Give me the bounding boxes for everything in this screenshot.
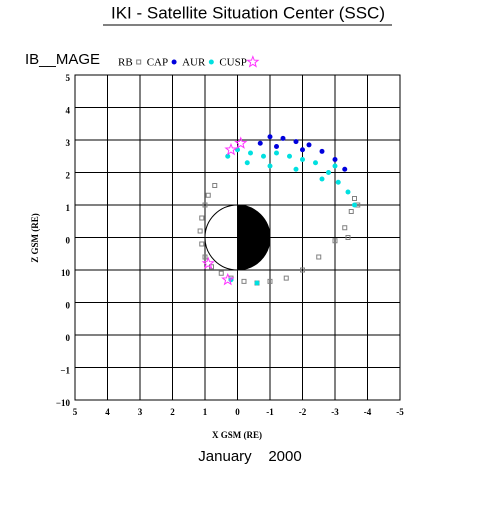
data-point (205, 192, 211, 198)
data-point (316, 254, 322, 260)
data-point (313, 160, 318, 166)
y-tick-label: 2 (66, 171, 71, 181)
x-tick-label: 5 (73, 407, 78, 417)
data-point (345, 189, 351, 195)
data-point (332, 238, 338, 244)
data-point (332, 163, 338, 169)
x-tick-label: -5 (396, 407, 404, 417)
data-point (300, 267, 305, 273)
data-point (224, 142, 238, 156)
data-point (283, 275, 289, 281)
data-point (319, 148, 325, 154)
y-tick-label: 0 (66, 333, 71, 343)
data-point (218, 270, 224, 276)
y-tick-label: 4 (66, 106, 71, 116)
data-point (293, 166, 299, 172)
x-axis-label: X GSM (RE) (212, 430, 262, 440)
data-point (201, 256, 215, 270)
data-point (348, 209, 354, 214)
y-tick-label: 3 (66, 138, 71, 148)
data-point (199, 215, 205, 221)
data-point (300, 147, 305, 153)
x-tick-label: -3 (331, 407, 339, 417)
data-point (280, 135, 286, 141)
subtitle: IB__MAGE (25, 51, 100, 68)
data-point (300, 157, 305, 162)
data-point (261, 153, 266, 159)
data-point (199, 241, 205, 247)
data-point (326, 170, 331, 175)
y-tick-label: 10 (61, 268, 71, 278)
y-tick-label: 0 (66, 236, 71, 246)
data-point (274, 144, 279, 149)
data-point (212, 183, 218, 188)
data-point (234, 136, 248, 149)
data-point (287, 153, 292, 159)
legend-marker (171, 59, 177, 65)
data-point (241, 278, 247, 284)
data-point (221, 272, 235, 286)
y-tick-label: −1 (60, 366, 70, 376)
data-point (267, 134, 273, 140)
data-point (352, 196, 357, 201)
data-point (274, 150, 279, 156)
data-point (225, 153, 231, 159)
data-point (254, 280, 260, 286)
data-point (342, 225, 348, 231)
data-point (248, 150, 253, 156)
data-point (352, 202, 357, 208)
x-tick-label: -4 (364, 407, 372, 417)
x-tick-label: 3 (138, 407, 143, 417)
x-tick-label: 1 (203, 407, 208, 417)
footer: January 2000 (198, 448, 301, 465)
data-point (202, 254, 208, 260)
x-tick-label: 2 (170, 407, 175, 417)
y-tick-label: −10 (56, 398, 71, 408)
data-point (332, 157, 338, 162)
data-point (202, 202, 208, 208)
legend-label: CUSP (219, 57, 247, 69)
data-point (267, 278, 273, 284)
data-point (306, 142, 312, 148)
y-tick-label: 1 (66, 203, 71, 213)
legend-marker (136, 59, 142, 65)
legend-marker (208, 59, 214, 65)
data-point (244, 160, 250, 166)
data-point (267, 163, 273, 169)
legend-marker (246, 55, 260, 68)
data-point (197, 228, 203, 234)
data-point (342, 166, 348, 172)
x-tick-label: -1 (266, 407, 274, 417)
x-tick-label: 4 (105, 407, 110, 417)
data-point (319, 176, 325, 182)
y-axis-label: Z GSM (RE) (30, 213, 40, 263)
y-tick-label: 0 (66, 301, 71, 311)
legend-label: AUR (182, 57, 206, 69)
data-point (335, 179, 341, 185)
data-point (345, 235, 351, 240)
data-point (293, 139, 299, 145)
x-tick-label: 0 (235, 407, 240, 417)
y-tick-label: 5 (66, 73, 71, 83)
data-point (257, 140, 263, 146)
legend-label: RB (118, 57, 133, 69)
legend-label: CAP (147, 57, 168, 69)
x-tick-label: -2 (299, 407, 307, 417)
chart-title: IKI - Satellite Situation Center (SSC) (111, 3, 385, 22)
